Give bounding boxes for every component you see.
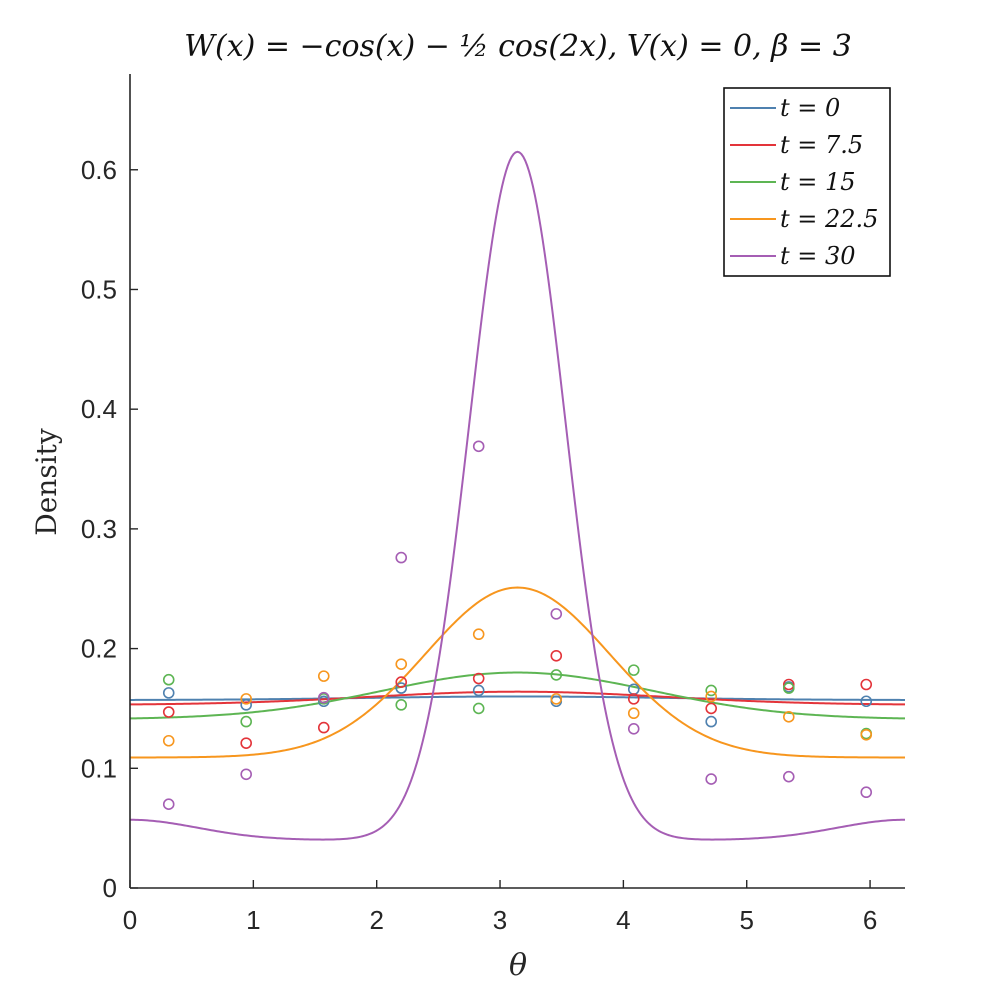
series-marker-2 (705, 684, 718, 697)
series-marker-1 (162, 706, 175, 718)
series-marker-1 (782, 678, 795, 691)
series-marker-3 (627, 707, 640, 720)
series-marker-2 (240, 715, 252, 728)
series-marker-2 (472, 702, 485, 715)
series-marker-1 (240, 737, 252, 749)
series-marker-3 (705, 690, 718, 703)
series-marker-4 (317, 691, 330, 704)
y-axis-label: Density (30, 428, 63, 536)
series-marker-0 (395, 682, 408, 694)
series-marker-3 (162, 734, 175, 747)
series-marker-2 (550, 669, 563, 681)
chart-title: W(x) = −cos(x) − ½ cos(2x), V(x) = 0, β … (184, 29, 852, 64)
series-marker-3 (550, 693, 563, 705)
y-tick-label: 0.4 (81, 394, 117, 424)
series-line-0 (129, 695, 906, 701)
y-tick-label: 0.1 (81, 753, 117, 783)
series-marker-1 (472, 672, 485, 685)
y-tick-label: 0.3 (81, 514, 117, 544)
legend-entry-3: t = 22.5 (780, 205, 878, 233)
series-marker-4 (705, 773, 718, 785)
series-marker-3 (240, 693, 252, 705)
x-tick-label: 1 (246, 905, 260, 935)
x-tick-label: 5 (739, 905, 753, 935)
series-line-2 (129, 671, 906, 720)
x-tick-label: 0 (123, 905, 137, 935)
series-marker-2 (162, 673, 175, 686)
series-marker-4 (162, 798, 175, 811)
series-marker-2 (395, 699, 408, 711)
x-tick-label: 2 (369, 905, 383, 935)
series-line-1 (129, 690, 906, 706)
series-marker-4 (240, 768, 252, 781)
series-marker-0 (162, 687, 175, 699)
series-marker-0 (240, 699, 252, 711)
series-marker-0 (472, 684, 485, 697)
series-marker-2 (782, 682, 795, 694)
series-line-4 (129, 150, 906, 841)
legend: t = 0 t = 7.5 t = 15 t = 22.5 t = 30 (723, 87, 891, 277)
series-marker-1 (550, 649, 563, 662)
series-marker-1 (395, 676, 408, 688)
x-tick-label: 6 (863, 905, 877, 935)
series-marker-4 (472, 440, 485, 453)
y-tick-label: 0.6 (81, 155, 117, 185)
y-tick-label: 0.5 (81, 274, 117, 304)
series-line-3 (130, 586, 905, 759)
series-marker-3 (860, 728, 873, 741)
series-marker-1 (705, 702, 718, 715)
axes: 0 1 2 3 4 5 6 0 0.1 0.2 0.3 0.4 0.5 0.6 (81, 74, 905, 935)
series-marker-4 (860, 786, 873, 799)
x-tick-label: 3 (493, 905, 507, 935)
y-tick-label: 0.2 (81, 634, 117, 664)
legend-entry-2: t = 15 (780, 168, 856, 196)
series-marker-1 (317, 721, 330, 734)
y-tick-label: 0 (103, 873, 117, 903)
series-marker-1 (860, 678, 873, 691)
legend-entry-4: t = 30 (780, 242, 856, 270)
series-marker-4 (782, 770, 795, 783)
series-marker-0 (860, 695, 873, 708)
series-marker-0 (705, 715, 718, 728)
x-axis-label: θ (509, 948, 527, 983)
series-marker-4 (627, 722, 640, 735)
series-marker-3 (317, 670, 330, 682)
series-marker-1 (627, 693, 640, 705)
legend-entry-1: t = 7.5 (780, 131, 863, 159)
x-tick-label: 4 (616, 905, 630, 935)
series-marker-3 (395, 658, 408, 670)
series-marker-3 (472, 628, 485, 641)
series-marker-2 (627, 664, 640, 676)
series-layer (129, 150, 906, 841)
series-marker-4 (550, 608, 563, 620)
legend-entry-0: t = 0 (780, 94, 840, 122)
series-marker-3 (782, 711, 795, 723)
series-marker-4 (395, 551, 408, 564)
series-marker-0 (627, 683, 640, 696)
